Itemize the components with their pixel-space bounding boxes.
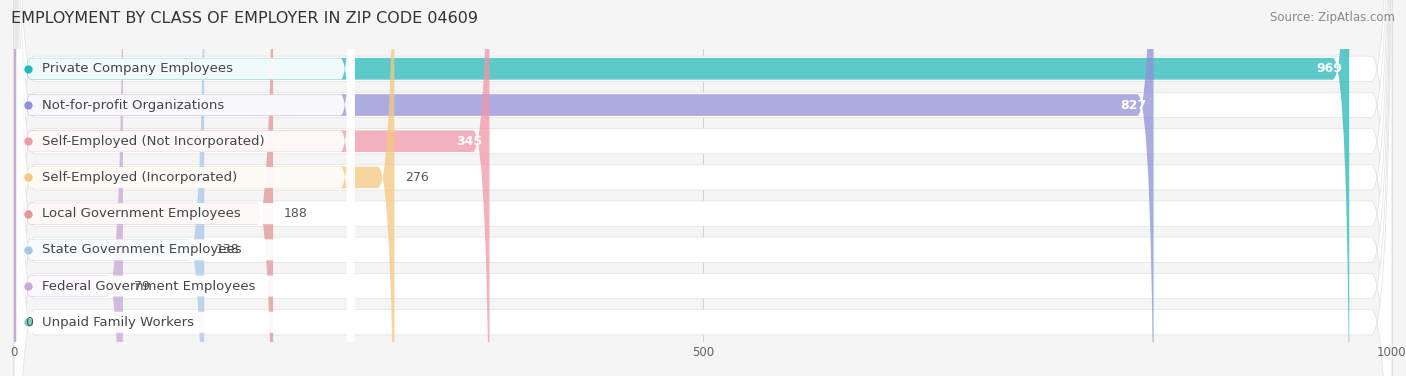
FancyBboxPatch shape [14, 0, 1350, 376]
FancyBboxPatch shape [14, 0, 273, 376]
FancyBboxPatch shape [14, 0, 1392, 376]
FancyBboxPatch shape [17, 0, 354, 376]
Text: 345: 345 [457, 135, 482, 148]
FancyBboxPatch shape [14, 0, 1392, 376]
FancyBboxPatch shape [14, 0, 1392, 376]
Text: Self-Employed (Incorporated): Self-Employed (Incorporated) [42, 171, 236, 184]
FancyBboxPatch shape [14, 0, 122, 376]
Text: 79: 79 [134, 279, 150, 293]
FancyBboxPatch shape [14, 0, 204, 376]
Text: EMPLOYMENT BY CLASS OF EMPLOYER IN ZIP CODE 04609: EMPLOYMENT BY CLASS OF EMPLOYER IN ZIP C… [11, 11, 478, 26]
Text: Local Government Employees: Local Government Employees [42, 207, 240, 220]
Text: Self-Employed (Not Incorporated): Self-Employed (Not Incorporated) [42, 135, 264, 148]
Text: Unpaid Family Workers: Unpaid Family Workers [42, 316, 194, 329]
Text: 0: 0 [25, 316, 34, 329]
FancyBboxPatch shape [14, 0, 1392, 376]
FancyBboxPatch shape [17, 0, 354, 376]
Text: Not-for-profit Organizations: Not-for-profit Organizations [42, 99, 224, 112]
Text: 138: 138 [215, 243, 239, 256]
FancyBboxPatch shape [14, 0, 1153, 376]
Text: 827: 827 [1121, 99, 1147, 112]
FancyBboxPatch shape [17, 0, 354, 376]
FancyBboxPatch shape [14, 0, 394, 376]
Text: Private Company Employees: Private Company Employees [42, 62, 232, 75]
FancyBboxPatch shape [14, 0, 1392, 376]
Text: 969: 969 [1316, 62, 1343, 75]
Text: State Government Employees: State Government Employees [42, 243, 242, 256]
Text: Federal Government Employees: Federal Government Employees [42, 279, 254, 293]
FancyBboxPatch shape [17, 0, 354, 376]
FancyBboxPatch shape [14, 0, 1392, 376]
FancyBboxPatch shape [17, 0, 354, 376]
FancyBboxPatch shape [14, 0, 1392, 376]
Text: 276: 276 [405, 171, 429, 184]
FancyBboxPatch shape [14, 0, 489, 376]
FancyBboxPatch shape [17, 0, 354, 376]
FancyBboxPatch shape [17, 0, 354, 376]
Text: 188: 188 [284, 207, 308, 220]
Text: Source: ZipAtlas.com: Source: ZipAtlas.com [1270, 11, 1395, 24]
FancyBboxPatch shape [17, 0, 354, 376]
FancyBboxPatch shape [14, 0, 1392, 376]
